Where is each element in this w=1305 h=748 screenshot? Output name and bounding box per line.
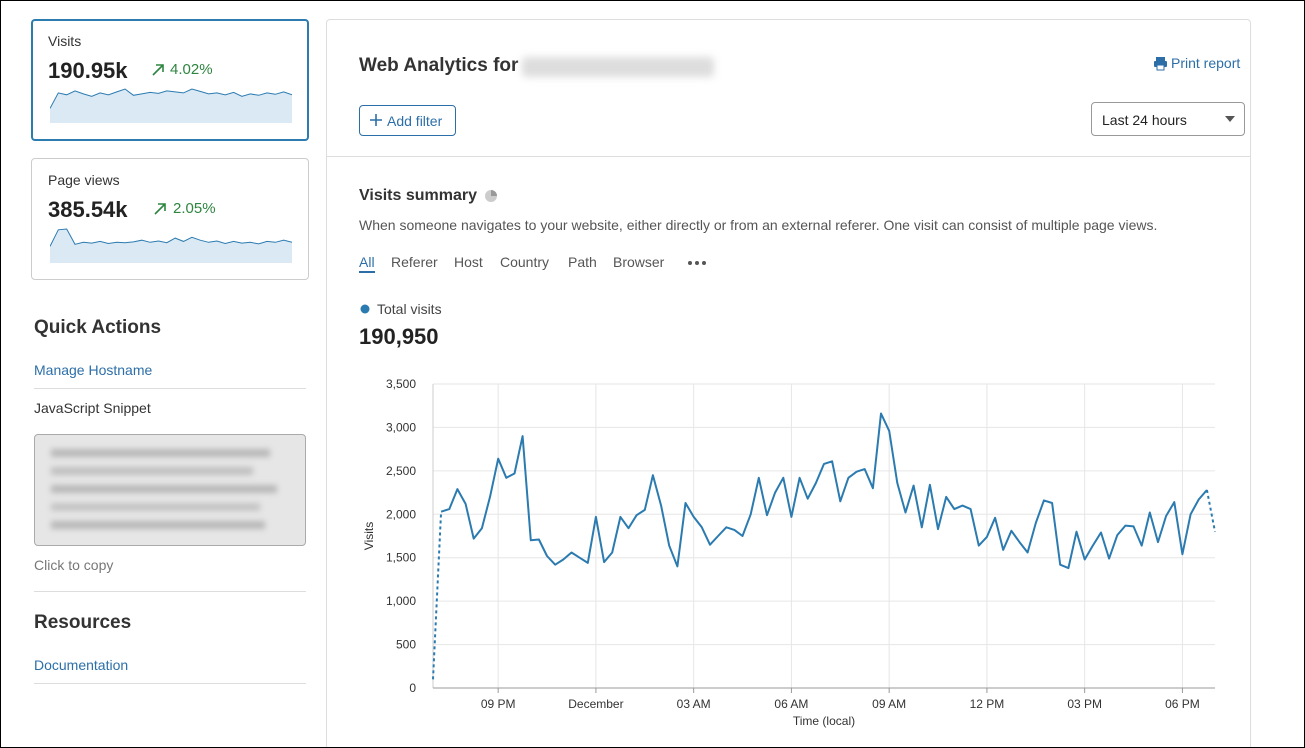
x-tick-label: 09 PM — [481, 697, 516, 711]
data-line — [440, 412, 1208, 570]
y-tick-label: 1,500 — [386, 551, 416, 565]
pie-icon — [485, 190, 497, 202]
blurred-domain — [522, 57, 714, 77]
print-icon — [1154, 57, 1167, 71]
legend-label: Total visits — [377, 301, 442, 317]
link[interactable]: Documentation — [34, 657, 129, 673]
stat-label: Visits — [48, 33, 82, 49]
y-tick-label: 2,000 — [386, 507, 416, 521]
select-label: Last 24 hours — [1102, 112, 1187, 128]
divider — [34, 683, 306, 684]
stat-value: 190.95k — [48, 58, 128, 83]
plus-icon — [370, 114, 382, 126]
description: When someone navigates to your website, … — [359, 217, 1158, 233]
pageviews-card[interactable]: Page views 385.54k 2.05% — [31, 158, 309, 280]
x-tick-label: 03 AM — [677, 697, 711, 711]
stat-value: 385.54k — [48, 197, 128, 222]
visits-card[interactable]: Visits 190.95k 4.02% — [31, 19, 309, 141]
y-tick-label: 0 — [409, 681, 416, 695]
button-label: Add filter — [387, 113, 443, 129]
sparkline-area — [50, 89, 292, 123]
tab[interactable]: Referer — [391, 254, 438, 270]
section-title: Visits summary — [359, 187, 477, 204]
stat-change: 4.02% — [170, 61, 213, 78]
time-range-select[interactable]: Last 24 hours — [1091, 102, 1245, 136]
stat-label: Page views — [48, 172, 120, 188]
snippet-label: JavaScript Snippet — [34, 400, 151, 416]
tab[interactable]: Host — [454, 254, 483, 270]
up-arrow — [154, 203, 166, 215]
snippet-box[interactable] — [34, 434, 306, 546]
divider — [34, 388, 306, 389]
y-tick-label: 500 — [396, 638, 416, 652]
main-panel: Web Analytics for Print report Add filte… — [326, 19, 1251, 747]
sparkline-line — [50, 88, 292, 109]
tab[interactable]: Browser — [613, 254, 665, 270]
y-tick-label: 3,500 — [386, 377, 416, 391]
x-tick-label: 06 AM — [774, 697, 808, 711]
divider — [34, 591, 306, 592]
tab[interactable]: Path — [568, 254, 597, 270]
total-value: 190,950 — [359, 324, 439, 349]
x-axis-label: Time (local) — [793, 714, 855, 728]
partial-line — [1205, 489, 1216, 532]
sparkline — [50, 88, 292, 123]
y-tick-label: 3,000 — [386, 420, 416, 434]
sparkline-area — [50, 229, 292, 263]
copy-hint: Click to copy — [34, 557, 114, 573]
blurred-code — [51, 449, 289, 529]
sparkline — [50, 228, 292, 263]
y-axis-label: Visits — [362, 522, 376, 550]
sparkline-line — [50, 228, 292, 247]
link[interactable]: Manage Hostname — [34, 362, 153, 378]
chart: 0 500 1,000 1,500 2,000 2,500 3,000 3,500 09 PM D… — [362, 377, 1216, 728]
section-title: Resources — [34, 612, 132, 633]
x-tick-label: 03 PM — [1067, 697, 1102, 711]
x-tick-label: 12 PM — [970, 697, 1005, 711]
caret — [1225, 116, 1235, 122]
tab-underline — [359, 271, 375, 273]
x-tick-label: December — [568, 697, 623, 711]
stat-change: 2.05% — [173, 200, 216, 217]
print-report[interactable]: Print report — [1171, 55, 1241, 71]
x-tick-label: 09 AM — [872, 697, 906, 711]
page-title: Web Analytics for — [359, 55, 519, 76]
section-title: Quick Actions — [34, 317, 162, 338]
tab[interactable]: Country — [500, 254, 550, 270]
tab[interactable]: All — [359, 254, 375, 270]
x-tick-label: 06 PM — [1165, 697, 1200, 711]
y-tick-label: 2,500 — [386, 464, 416, 478]
more-icon[interactable] — [687, 260, 707, 266]
y-tick-label: 1,000 — [386, 594, 416, 608]
divider — [327, 156, 1250, 157]
partial-line — [432, 511, 443, 680]
up-arrow — [152, 64, 164, 76]
legend-dot — [360, 304, 370, 314]
add-filter-button[interactable]: Add filter — [359, 105, 456, 136]
